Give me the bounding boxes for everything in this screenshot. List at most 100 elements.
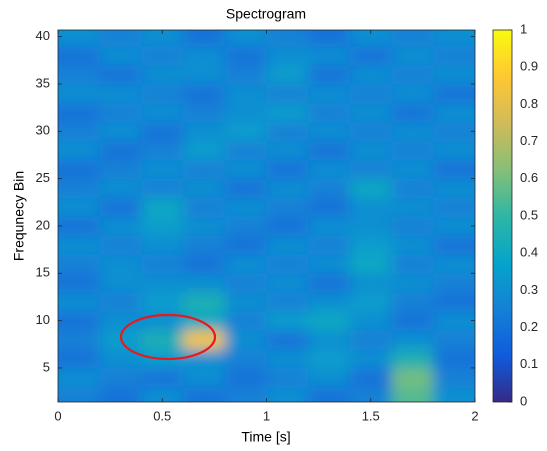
heatmap-cell <box>141 46 184 66</box>
heatmap-cell <box>58 216 101 236</box>
y-tick-label: 30 <box>36 123 50 138</box>
heatmap-cell <box>183 273 226 293</box>
heatmap-cell <box>349 367 393 388</box>
heatmap-cell <box>183 235 226 255</box>
colorbar-tick-label: 0.2 <box>520 319 538 334</box>
heatmap-cell <box>391 367 434 388</box>
heatmap-cell <box>391 102 434 123</box>
x-tick-label: 1 <box>263 408 270 423</box>
heatmap-cell <box>58 140 101 161</box>
heatmap-cell <box>266 159 309 180</box>
heatmap-cell <box>141 386 184 402</box>
heatmap-cells <box>58 30 475 402</box>
heatmap-cell <box>391 292 434 312</box>
heatmap-cell <box>58 311 101 331</box>
heatmap-cell <box>266 292 309 312</box>
heatmap-cell <box>391 311 434 331</box>
heatmap-cell <box>349 273 393 293</box>
heatmap-cell <box>391 216 434 236</box>
highlight-ellipse <box>119 313 217 361</box>
heatmap-cell <box>183 367 226 388</box>
heatmap-cell <box>99 121 142 142</box>
heatmap-cell <box>58 30 101 47</box>
heatmap-cell <box>224 254 267 274</box>
colorbar-tick-label: 0.4 <box>520 245 538 260</box>
heatmap-cell <box>433 65 475 85</box>
heatmap-cell <box>349 30 393 47</box>
colorbar-tick-label: 0.6 <box>520 170 538 185</box>
heatmap-cell <box>224 386 267 402</box>
heatmap-cell <box>183 216 226 236</box>
heatmap-cell <box>224 292 267 312</box>
heatmap-cell <box>58 254 101 274</box>
heatmap-cell <box>141 235 184 255</box>
heatmap-cell <box>433 367 475 388</box>
chart-title: Spectrogram <box>226 6 306 22</box>
heatmap-cell <box>141 197 184 217</box>
heatmap-cell <box>58 330 101 350</box>
heatmap-cell <box>349 102 393 123</box>
colorbar-tick-label: 0.3 <box>520 282 538 297</box>
heatmap-cell <box>266 83 309 104</box>
heatmap-cell <box>224 121 267 142</box>
colorbar-tick-label: 0.7 <box>520 133 538 148</box>
heatmap-cell <box>183 348 226 369</box>
x-tick-label: 2 <box>471 408 478 423</box>
heatmap-cell <box>308 83 351 104</box>
heatmap-cell <box>224 159 267 180</box>
heatmap-cell <box>349 386 393 402</box>
heatmap <box>58 30 475 402</box>
heatmap-cell <box>308 216 351 236</box>
heatmap-cell <box>99 367 142 388</box>
x-tick-label: 1.5 <box>362 408 380 423</box>
heatmap-cell <box>266 65 309 85</box>
heatmap-cell <box>183 30 226 47</box>
heatmap-cell <box>308 273 351 293</box>
heatmap-cell <box>391 197 434 217</box>
heatmap-cell <box>433 159 475 180</box>
heatmap-cell <box>266 386 309 402</box>
heatmap-cell <box>266 121 309 142</box>
heatmap-cell <box>349 121 393 142</box>
heatmap-cell <box>308 159 351 180</box>
heatmap-cell <box>183 65 226 85</box>
heatmap-cell <box>433 30 475 47</box>
heatmap-cell <box>58 348 101 369</box>
heatmap-cell <box>433 348 475 369</box>
heatmap-cell <box>391 235 434 255</box>
heatmap-cell <box>349 330 393 350</box>
x-axis-label: Time [s] <box>241 429 290 445</box>
heatmap-cell <box>433 292 475 312</box>
y-tick-label: 25 <box>36 170 50 185</box>
heatmap-cell <box>349 197 393 217</box>
heatmap-cell <box>349 46 393 66</box>
heatmap-cell <box>391 178 434 199</box>
heatmap-cell <box>308 30 351 47</box>
heatmap-cell <box>99 235 142 255</box>
heatmap-cell <box>224 102 267 123</box>
heatmap-cell <box>99 292 142 312</box>
heatmap-cell <box>308 311 351 331</box>
y-axis-label: Frequnecy Bin <box>11 171 27 261</box>
heatmap-cell <box>183 292 226 312</box>
heatmap-cell <box>141 330 184 350</box>
heatmap-cell <box>349 348 393 369</box>
heatmap-cell <box>433 140 475 161</box>
y-tick-label: 10 <box>36 312 50 327</box>
heatmap-cell <box>141 254 184 274</box>
heatmap-cell <box>99 386 142 402</box>
heatmap-cell <box>224 46 267 66</box>
heatmap-cell <box>308 292 351 312</box>
y-tick-label: 35 <box>36 75 50 90</box>
colorbar-tick-label: 0 <box>520 393 527 408</box>
heatmap-cell <box>183 83 226 104</box>
heatmap-cell <box>266 178 309 199</box>
y-tick-label: 40 <box>36 28 50 43</box>
heatmap-cell <box>433 330 475 350</box>
heatmap-cell <box>141 140 184 161</box>
heatmap-cell <box>224 330 267 350</box>
heatmap-cell <box>99 178 142 199</box>
heatmap-cell <box>224 197 267 217</box>
y-tick-label: 20 <box>36 217 50 232</box>
